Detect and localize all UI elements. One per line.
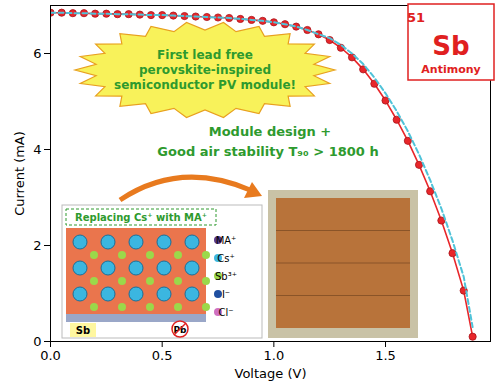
svg-text:semiconductor PV module!: semiconductor PV module! <box>114 78 296 92</box>
svg-text:6: 6 <box>33 46 41 61</box>
svg-text:Good air stability T₉₀ > 1800: Good air stability T₉₀ > 1800 h <box>157 144 378 159</box>
svg-text:Antimony: Antimony <box>421 63 480 76</box>
svg-text:0.5: 0.5 <box>152 348 173 363</box>
svg-text:Replacing Cs⁺ with MA⁺: Replacing Cs⁺ with MA⁺ <box>75 212 207 223</box>
svg-text:51: 51 <box>407 10 425 25</box>
svg-text:MA⁺: MA⁺ <box>216 235 237 246</box>
svg-text:Sb³⁺: Sb³⁺ <box>215 271 237 282</box>
svg-text:2: 2 <box>33 238 41 253</box>
svg-text:First lead free: First lead free <box>157 48 253 62</box>
svg-text:Cs⁺: Cs⁺ <box>217 253 234 264</box>
svg-text:1.0: 1.0 <box>264 348 285 363</box>
svg-text:Voltage (V): Voltage (V) <box>235 366 307 381</box>
svg-text:Module design +: Module design + <box>209 124 332 139</box>
svg-text:Pb: Pb <box>173 325 187 335</box>
svg-text:0.0: 0.0 <box>40 348 61 363</box>
svg-text:4: 4 <box>33 142 41 157</box>
svg-text:Current (mA): Current (mA) <box>12 131 27 216</box>
svg-text:Sb: Sb <box>432 31 469 61</box>
svg-text:1.5: 1.5 <box>375 348 396 363</box>
svg-text:I⁻: I⁻ <box>222 289 230 300</box>
svg-text:Sb: Sb <box>76 325 90 336</box>
svg-text:0: 0 <box>33 334 41 349</box>
svg-text:Cl⁻: Cl⁻ <box>218 307 233 318</box>
svg-text:perovskite-inspired: perovskite-inspired <box>139 63 271 77</box>
